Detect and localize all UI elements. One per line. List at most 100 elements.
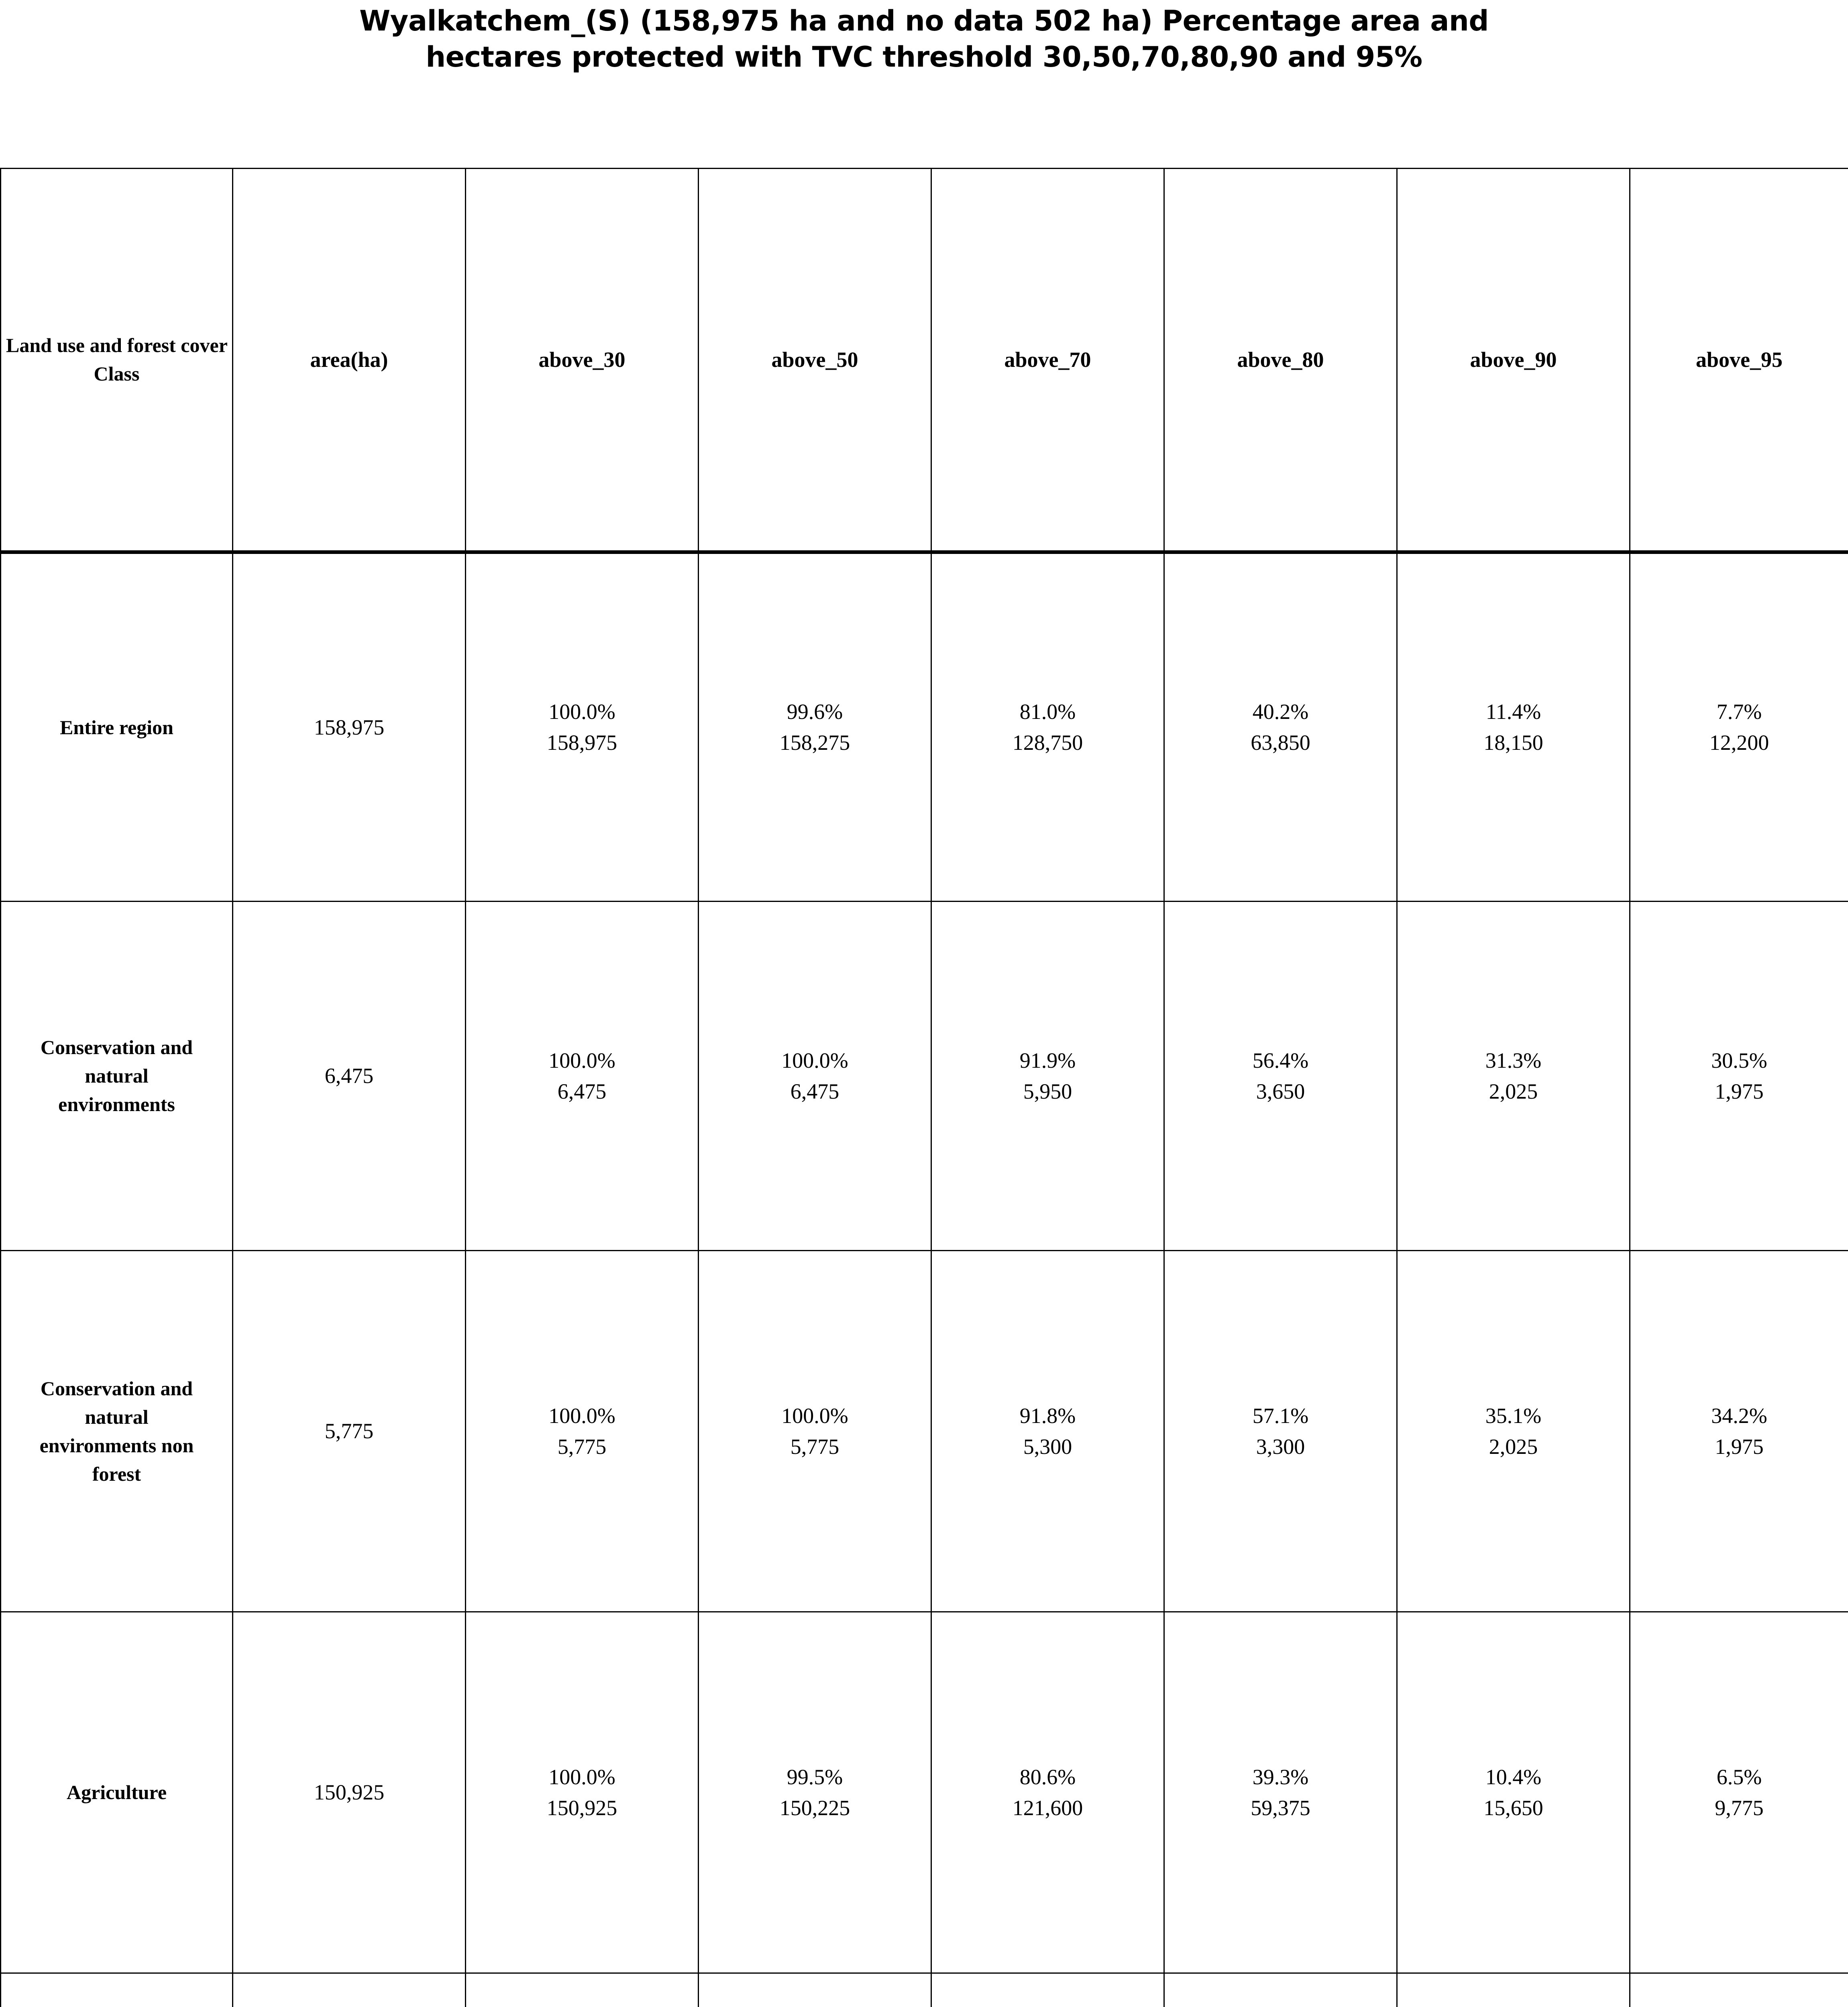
cell-above-80: 39.3% 59,375 bbox=[1163, 1611, 1398, 1974]
cell-hectares: 3,650 bbox=[1256, 1079, 1305, 1103]
column-header-above-90: above_90 bbox=[1396, 168, 1630, 554]
cell-percent: 80.6% bbox=[1019, 1765, 1076, 1789]
column-header-class: Land use and forest cover Class bbox=[0, 168, 233, 554]
cell-hectares: 6,475 bbox=[790, 1079, 839, 1103]
cell-hectares: 18,150 bbox=[1483, 731, 1543, 755]
cell-above-50: 100.0% 5,775 bbox=[698, 1250, 932, 1612]
cell-hectares: 2,025 bbox=[1489, 1079, 1538, 1103]
column-header-area: area(ha) bbox=[232, 168, 466, 554]
row-label-line: natural bbox=[85, 1065, 149, 1087]
cell-percent: 40.2% bbox=[1252, 700, 1309, 724]
cell-percent: 91.8% bbox=[1019, 1403, 1076, 1428]
cell-above-30: 100.0% 150,925 bbox=[465, 1972, 699, 2007]
cell-hectares: 5,950 bbox=[1023, 1079, 1072, 1103]
cell-hectares: 6,475 bbox=[557, 1079, 607, 1103]
cell-percent: 31.3% bbox=[1485, 1048, 1542, 1073]
cell-above-95: 34.2% 1,975 bbox=[1629, 1250, 1848, 1612]
row-label-line: Agriculture bbox=[66, 1781, 167, 1803]
cell-percent: 7.7% bbox=[1716, 700, 1762, 724]
column-header-above-80: above_80 bbox=[1163, 168, 1398, 554]
cell-area: 150,925 bbox=[232, 1611, 466, 1974]
cell-hectares: 2,025 bbox=[1489, 1434, 1538, 1459]
column-header-class-line-1: Land use and bbox=[6, 334, 122, 356]
cell-above-90: 11.4% 18,150 bbox=[1396, 552, 1630, 902]
cell-hectares: 15,650 bbox=[1483, 1795, 1543, 1820]
row-label: Entire region bbox=[0, 552, 233, 902]
tvc-threshold-table: Land use and forest cover Class area(ha)… bbox=[0, 168, 1848, 2007]
cell-hectares: 5,775 bbox=[790, 1434, 839, 1459]
cell-hectares: 59,375 bbox=[1251, 1795, 1310, 1820]
data-table-container: Land use and forest cover Class area(ha)… bbox=[0, 168, 1848, 2007]
cell-percent: 99.6% bbox=[786, 700, 843, 724]
cell-percent: 99.5% bbox=[786, 1765, 843, 1789]
cell-above-90: 35.1% 2,025 bbox=[1396, 1250, 1630, 1612]
table-row: Conservation and natural environments 6,… bbox=[0, 901, 1848, 1251]
cell-area: 150,925 bbox=[232, 1972, 466, 2007]
page-title-line-1: Wyalkatchem_(S) (158,975 ha and no data … bbox=[359, 4, 1489, 37]
column-header-above-95: above_95 bbox=[1629, 168, 1848, 554]
cell-above-70: 80.6% 121,600 bbox=[931, 1611, 1165, 1974]
table-row: Entire region 158,975 100.0% 158,975 99.… bbox=[0, 552, 1848, 902]
cell-hectares: 1,975 bbox=[1715, 1079, 1764, 1103]
cell-above-95: 6.5% 9,775 bbox=[1629, 1611, 1848, 1974]
column-header-above-70: above_70 bbox=[931, 168, 1165, 554]
cell-above-90: 31.3% 2,025 bbox=[1396, 901, 1630, 1251]
table-row: Cropping 150,925 100.0% 150,925 99.5% 15… bbox=[0, 1972, 1848, 2007]
cell-above-80: 57.1% 3,300 bbox=[1163, 1250, 1398, 1612]
cell-percent: 10.4% bbox=[1485, 1765, 1542, 1789]
cell-above-80: 40.2% 63,850 bbox=[1163, 552, 1398, 902]
cell-above-95: 7.7% 12,200 bbox=[1629, 552, 1848, 902]
cell-percent: 100.0% bbox=[548, 1765, 615, 1789]
cell-hectares: 121,600 bbox=[1012, 1795, 1083, 1820]
cell-percent: 100.0% bbox=[548, 1403, 615, 1428]
column-header-above-30: above_30 bbox=[465, 168, 699, 554]
cell-area: 5,775 bbox=[232, 1250, 466, 1612]
cell-percent: 81.0% bbox=[1019, 700, 1076, 724]
cell-area: 6,475 bbox=[232, 901, 466, 1251]
cell-above-90: 10.4% 15,650 bbox=[1396, 1611, 1630, 1974]
cell-above-30: 100.0% 158,975 bbox=[465, 552, 699, 902]
column-header-class-line-3: Class bbox=[94, 362, 140, 385]
cell-percent: 100.0% bbox=[548, 1048, 615, 1073]
cell-above-95: 30.5% 1,975 bbox=[1629, 901, 1848, 1251]
cell-percent: 34.2% bbox=[1711, 1403, 1767, 1428]
cell-percent: 91.9% bbox=[1019, 1048, 1076, 1073]
column-header-above-50: above_50 bbox=[698, 168, 932, 554]
cell-percent: 30.5% bbox=[1711, 1048, 1767, 1073]
table-header-row: Land use and forest cover Class area(ha)… bbox=[0, 168, 1848, 554]
row-label-line: forest bbox=[92, 1462, 141, 1485]
cell-hectares: 158,975 bbox=[546, 731, 617, 755]
cell-percent: 39.3% bbox=[1252, 1765, 1309, 1789]
table-row: Conservation and natural environments no… bbox=[0, 1250, 1848, 1612]
cell-hectares: 150,225 bbox=[779, 1795, 850, 1820]
cell-above-80: 39.3% 59,375 bbox=[1163, 1972, 1398, 2007]
page-title: Wyalkatchem_(S) (158,975 ha and no data … bbox=[0, 0, 1848, 75]
cell-percent: 57.1% bbox=[1252, 1403, 1309, 1428]
cell-above-95: 6.5% 9,775 bbox=[1629, 1972, 1848, 2007]
cell-hectares: 158,275 bbox=[779, 731, 850, 755]
row-label-line: environments bbox=[58, 1093, 175, 1115]
column-header-class-line-2: forest cover bbox=[127, 334, 227, 356]
cell-hectares: 3,300 bbox=[1256, 1434, 1305, 1459]
table-body: Entire region 158,975 100.0% 158,975 99.… bbox=[0, 552, 1848, 2007]
cell-hectares: 5,300 bbox=[1023, 1434, 1072, 1459]
cell-above-50: 99.6% 158,275 bbox=[698, 552, 932, 902]
cell-percent: 100.0% bbox=[781, 1403, 848, 1428]
cell-hectares: 128,750 bbox=[1012, 731, 1083, 755]
row-label-line: environments non bbox=[39, 1434, 194, 1457]
cell-above-70: 91.9% 5,950 bbox=[931, 901, 1165, 1251]
table-row: Agriculture 150,925 100.0% 150,925 99.5%… bbox=[0, 1611, 1848, 1974]
cell-above-70: 80.6% 121,600 bbox=[931, 1972, 1165, 2007]
cell-hectares: 12,200 bbox=[1709, 731, 1769, 755]
cell-percent: 11.4% bbox=[1485, 700, 1541, 724]
cell-above-30: 100.0% 5,775 bbox=[465, 1250, 699, 1612]
row-label-line: natural bbox=[85, 1405, 149, 1428]
cell-above-30: 100.0% 6,475 bbox=[465, 901, 699, 1251]
page-title-line-2: hectares protected with TVC threshold 30… bbox=[426, 40, 1422, 73]
cell-percent: 35.1% bbox=[1485, 1403, 1542, 1428]
cell-above-70: 81.0% 128,750 bbox=[931, 552, 1165, 902]
cell-percent: 100.0% bbox=[548, 700, 615, 724]
cell-percent: 6.5% bbox=[1716, 1765, 1762, 1789]
table-header: Land use and forest cover Class area(ha)… bbox=[0, 168, 1848, 554]
row-label: Conservation and natural environments no… bbox=[0, 1250, 233, 1612]
